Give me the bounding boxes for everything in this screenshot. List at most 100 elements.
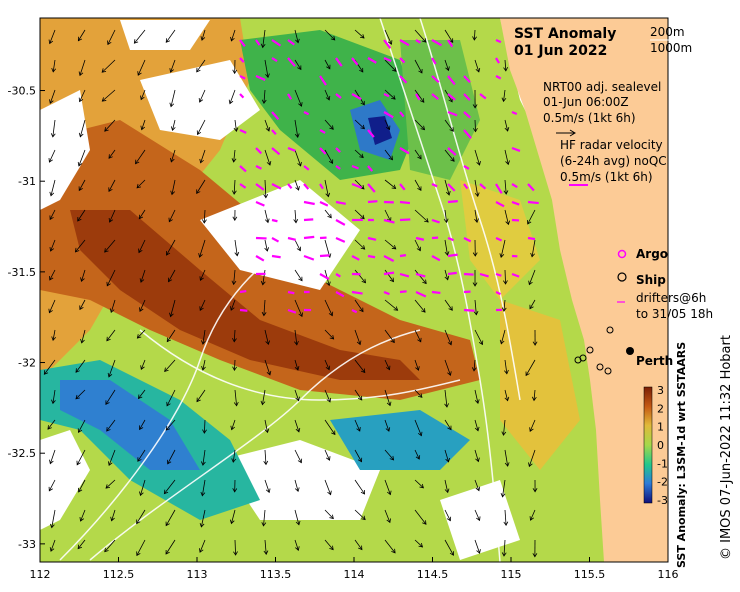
y-axis-ticks: -30.5 -31 -31.5 -32 -32.5 -33 [8, 85, 45, 551]
sealevel-vector-head [505, 160, 510, 166]
sealevel-vector [444, 269, 449, 280]
sealevel-vector-head [260, 280, 266, 286]
sealevel-vector [111, 509, 116, 521]
hf-radar-vector [319, 183, 324, 190]
sealevel-vector [384, 89, 396, 100]
sealevel-vector-head [49, 215, 54, 221]
hf-radar-vector [511, 110, 518, 116]
sealevel-vector-head [136, 334, 142, 339]
sealevel-vector-head [47, 425, 52, 430]
sealevel-vector-head [532, 488, 538, 493]
sealevel-vector-head [137, 71, 142, 76]
sealevel-vector-head [475, 67, 481, 73]
sealevel-vector-head [139, 425, 144, 431]
sealevel-vector [264, 209, 269, 223]
sealevel-vector [202, 359, 206, 371]
perth-marker-icon [626, 347, 634, 355]
sealevel-vector-head [200, 491, 206, 497]
sealevel-vector-head [137, 457, 142, 462]
sealevel-vector-head [417, 154, 422, 160]
sealevel-vector-head [499, 339, 505, 345]
sealevel-vector-head [325, 192, 331, 198]
sealevel-vector-head [500, 492, 506, 498]
sealevel-vector-head [472, 282, 478, 287]
hf-radar-vector [271, 237, 280, 243]
sealevel-vector [164, 359, 176, 372]
hf-radar-vector [383, 92, 390, 98]
sealevel-vector [294, 209, 297, 223]
sealevel-vector [504, 179, 507, 195]
sealevel-vector-head [137, 394, 143, 400]
hf-radar-vector [319, 75, 327, 86]
sealevel-vector-head [503, 67, 508, 72]
sealevel-vector [164, 479, 176, 494]
sealevel-vector-head [163, 489, 169, 495]
sealevel-vector [264, 329, 269, 345]
sealevel-vector [504, 209, 509, 225]
sealevel-vector-head [168, 217, 173, 223]
hf-radar-vector [255, 183, 265, 191]
sealevel-vector [525, 359, 536, 376]
sealevel-vector [78, 149, 86, 167]
hf-radar-vector [479, 183, 487, 190]
sealevel-vector [444, 419, 452, 430]
hf-radar-vector [383, 111, 394, 119]
sealevel-vector [474, 209, 478, 223]
sealevel-vector-head [169, 102, 175, 108]
sealevel-vector-head [105, 400, 110, 405]
sealevel-vector [324, 179, 329, 197]
sealevel-vector [165, 509, 176, 526]
sealevel-vector-head [196, 130, 202, 136]
hf-radar-vector [431, 218, 440, 224]
hf-radar-vector [287, 236, 296, 241]
sealevel-vector [78, 479, 86, 493]
sealevel-vector [504, 149, 509, 165]
sealevel-vector [324, 389, 331, 403]
hf-radar-vector [335, 273, 341, 278]
sealevel-vector-head [418, 542, 424, 548]
hf-radar-vector [495, 183, 503, 194]
sealevel-vector [324, 299, 333, 316]
hf-radar-vector [431, 290, 441, 295]
sealevel-vector [81, 329, 86, 343]
sealevel-vector-head [77, 428, 83, 434]
hf-radar-vector [287, 290, 295, 295]
sealevel-vector-head [472, 36, 477, 41]
sealevel-vector-head [169, 68, 174, 73]
hf-radar-vector [463, 75, 471, 84]
sealevel-vector-head [472, 127, 478, 133]
sealevel-vector [502, 479, 506, 497]
sealevel-vector-head [139, 278, 145, 283]
sealevel-vector [79, 119, 86, 137]
sealevel-vector-head [77, 161, 83, 167]
sealevel-vector [384, 209, 391, 222]
sealevel-vector [474, 539, 480, 554]
hf-radar-vector [287, 308, 297, 314]
hf-radar-vector [255, 39, 261, 46]
sealevel-vector-head [504, 462, 510, 467]
sealevel-vector-head [101, 97, 107, 102]
sealevel-vector [504, 269, 506, 285]
sealevel-vector-head [415, 366, 420, 371]
sealevel-vector-head [449, 551, 454, 556]
sealevel-vector [107, 29, 116, 45]
sealevel-vector-head [139, 491, 144, 497]
hf-radar-vector [383, 56, 392, 63]
hf-radar-vector [383, 218, 395, 224]
sealevel-vector [109, 209, 116, 223]
sealevel-vector-head [529, 304, 534, 310]
ship-label: Ship [636, 273, 666, 287]
sealevel-vector-head [199, 276, 204, 281]
hf-radar-vector [239, 93, 245, 99]
hf-radar-vector [335, 219, 346, 226]
hf-radar-vector [527, 200, 539, 205]
sealevel-vector-head [200, 340, 206, 345]
sealevel-vector [324, 209, 332, 219]
sealevel-vector-head [527, 219, 532, 225]
sealevel-vector [294, 419, 300, 432]
sealevel-vector-head [136, 519, 141, 525]
ship-track-markers [574, 326, 614, 375]
sealevel-vector [414, 59, 423, 74]
sealevel-vector [203, 419, 206, 434]
